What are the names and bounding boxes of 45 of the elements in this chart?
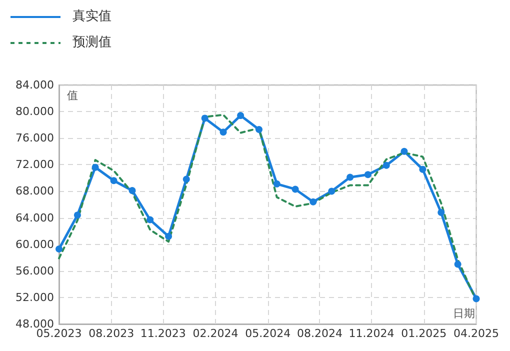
point bbox=[292, 186, 299, 193]
x-axis-title: 日期 bbox=[453, 307, 475, 320]
point bbox=[237, 112, 244, 120]
point bbox=[74, 212, 81, 219]
point bbox=[56, 245, 62, 252]
y-tick-label: 64.000 bbox=[16, 211, 54, 224]
point bbox=[454, 260, 462, 268]
point bbox=[256, 126, 262, 133]
y-tick-label: 72.000 bbox=[16, 158, 54, 172]
y-tick-label: 60.000 bbox=[16, 238, 54, 251]
point bbox=[128, 187, 136, 194]
point bbox=[382, 162, 390, 169]
x-tick-label: 11.2023 bbox=[140, 327, 186, 340]
x-tick-label: 02.2024 bbox=[192, 327, 238, 340]
x-tick-label: 01.2025 bbox=[401, 327, 447, 340]
y-tick-label: 84.000 bbox=[16, 78, 54, 92]
legend-label: 真实值 bbox=[72, 9, 112, 24]
x-tick-label: 11.2024 bbox=[348, 327, 394, 340]
point bbox=[419, 166, 426, 173]
x-tick-label: 05.2024 bbox=[245, 327, 291, 340]
point bbox=[400, 148, 408, 155]
point bbox=[165, 232, 172, 240]
point bbox=[182, 176, 190, 183]
y-tick-label: 56.000 bbox=[16, 264, 54, 278]
point bbox=[220, 128, 227, 136]
point bbox=[201, 114, 208, 122]
point bbox=[472, 295, 480, 302]
x-tick-label: 08.2024 bbox=[296, 327, 342, 340]
y-tick-label: 76.000 bbox=[16, 132, 54, 145]
point bbox=[273, 180, 280, 188]
y-axis-title: 值 bbox=[67, 89, 78, 102]
point bbox=[346, 174, 354, 181]
point bbox=[438, 208, 445, 216]
point bbox=[310, 198, 317, 206]
x-tick-label: 08.2023 bbox=[88, 327, 134, 340]
legend-label: 预测值 bbox=[72, 35, 112, 50]
point bbox=[110, 177, 118, 184]
y-tick-label: 68.000 bbox=[16, 184, 54, 198]
point bbox=[92, 164, 99, 171]
x-tick-label: 04.2025 bbox=[454, 327, 500, 340]
y-tick-label: 80.000 bbox=[16, 105, 54, 118]
y-tick-label: 52.000 bbox=[16, 290, 54, 304]
point bbox=[146, 216, 154, 224]
point bbox=[364, 171, 372, 178]
point bbox=[328, 188, 336, 195]
